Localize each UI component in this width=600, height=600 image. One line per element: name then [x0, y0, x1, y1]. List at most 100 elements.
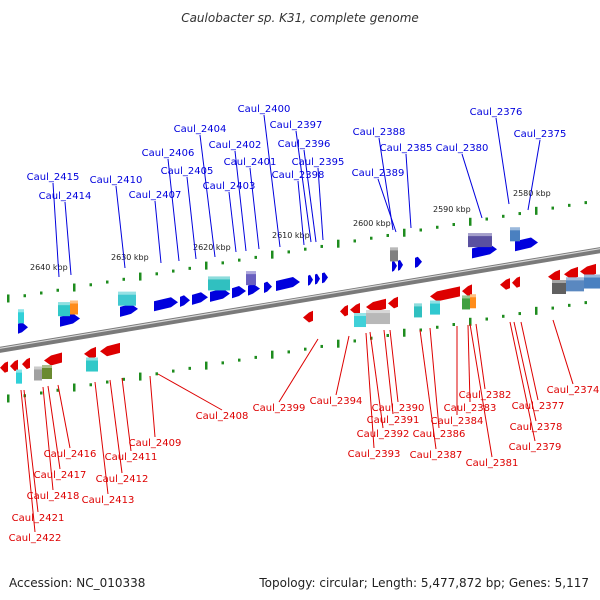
forward-gene-label: Caul_2397: [270, 120, 323, 131]
forward-connector: [527, 139, 541, 211]
feature-box-shine: [510, 227, 520, 231]
feature-box-shine: [468, 233, 492, 237]
forward-gene-label: Caul_2385: [380, 143, 433, 154]
reverse-gene-label: Caul_2418: [27, 491, 80, 502]
forward-gene-label: Caul_2389: [352, 168, 405, 179]
forward-gene-arrow: [308, 274, 313, 286]
ruler-top-minor-tick: [122, 277, 125, 281]
feature-box: [18, 309, 24, 324]
reverse-gene-label: Caul_2383: [444, 403, 497, 414]
forward-connector: [495, 117, 510, 205]
feature-box: [34, 366, 42, 381]
reverse-connector: [513, 321, 537, 422]
reverse-gene-label: Caul_2413: [82, 495, 135, 506]
feature-box: [584, 274, 600, 289]
forward-gene-label: Caul_2410: [90, 175, 143, 186]
feature-box-shine: [354, 313, 366, 317]
reverse-gene-label: Caul_2422: [9, 533, 62, 544]
forward-gene-arrow: [120, 303, 138, 317]
feature-box-shine: [366, 310, 390, 314]
ruler-bottom-minor-tick: [40, 391, 43, 395]
reverse-gene-label: Caul_2392: [357, 429, 410, 440]
reverse-gene-label: Caul_2394: [310, 396, 363, 407]
ruler-top-minor-tick: [106, 280, 109, 284]
ruler-top-minor-tick: [518, 212, 521, 216]
reverse-gene-label: Caul_2411: [105, 452, 158, 463]
forward-gene-label: Caul_2406: [142, 148, 195, 159]
ruler-bottom-minor-tick: [518, 312, 521, 316]
forward-connector: [186, 176, 197, 260]
ruler-top-major-tick: [73, 283, 76, 292]
forward-connector: [115, 185, 126, 269]
ruler-top-minor-tick: [320, 244, 323, 248]
ruler-top-minor-tick: [485, 217, 488, 221]
reverse-gene-arrow: [430, 286, 460, 302]
reverse-gene-arrow: [303, 310, 313, 323]
feature-box: [58, 302, 70, 317]
forward-connector: [461, 153, 483, 219]
reverse-connector: [109, 379, 123, 474]
genome-backbone: [0, 247, 600, 353]
backbone-highlight: [0, 248, 600, 349]
ruler-top-major-tick: [535, 206, 538, 215]
ruler-top-minor-tick: [238, 258, 241, 262]
forward-gene-label: Caul_2404: [174, 124, 227, 135]
forward-gene-arrow: [18, 322, 28, 334]
ruler-top-major-tick: [337, 239, 340, 248]
forward-connector: [167, 158, 180, 262]
ruler-bottom-track: [7, 301, 587, 403]
ruler-bottom-minor-tick: [172, 369, 175, 373]
topology-text: Topology: circular; Length: 5,477,872 bp…: [259, 576, 589, 590]
reverse-gene-arrow: [548, 269, 560, 282]
ruler-bottom-minor-tick: [419, 328, 422, 332]
ruler-top-major-tick: [271, 250, 274, 259]
ruler-bottom-minor-tick: [254, 355, 257, 359]
reverse-connector: [383, 329, 394, 415]
reverse-gene-label: Caul_2412: [96, 474, 149, 485]
ruler-top-major-tick: [403, 228, 406, 237]
ruler-top-major-tick: [7, 294, 10, 303]
ruler-bottom-minor-tick: [304, 347, 307, 351]
reverse-connector: [42, 386, 54, 491]
reverse-connector: [47, 385, 61, 470]
ruler-bottom-minor-tick: [320, 344, 323, 348]
reverse-gene-label: Caul_2381: [466, 458, 519, 469]
reverse-connector: [520, 321, 539, 401]
feature-box: [354, 313, 366, 328]
forward-gene-label: Caul_2375: [514, 129, 567, 140]
feature-box: [470, 294, 476, 309]
reverse-gene-label: Caul_2378: [510, 422, 563, 433]
reverse-connector: [475, 323, 486, 390]
forward-gene-label: Caul_2395: [292, 157, 345, 168]
forward-gene-arrow: [415, 256, 422, 268]
ruler-top-minor-tick: [56, 288, 59, 292]
reverse-gene-label: Caul_2374: [547, 385, 600, 396]
ruler-top-minor-tick: [221, 261, 224, 265]
ruler-top-minor-tick: [172, 269, 175, 273]
reverse-connector: [57, 384, 71, 449]
ruler-bottom-minor-tick: [155, 372, 158, 376]
reverse-gene-label: Caul_2408: [196, 411, 249, 422]
feature-box-shine: [390, 247, 398, 251]
reverse-gene-label: Caul_2382: [459, 390, 512, 401]
ruler-top-minor-tick: [304, 247, 307, 251]
ruler-bottom-minor-tick: [89, 383, 92, 387]
feature-box-shine: [246, 271, 256, 275]
feature-box-shine: [208, 276, 230, 280]
feature-box: [566, 277, 584, 292]
ruler-top-minor-tick: [23, 294, 26, 298]
reverse-connector: [157, 373, 223, 411]
forward-connector: [64, 201, 72, 276]
ruler-label: 2630 kbp: [111, 253, 149, 262]
reverse-gene-arrow: [366, 298, 386, 312]
ruler-bottom-minor-tick: [188, 366, 191, 370]
reverse-gene-arrow: [462, 284, 472, 297]
feature-box-shine: [42, 364, 52, 368]
forward-connector: [228, 191, 237, 253]
ruler-top-minor-tick: [386, 233, 389, 237]
ruler-top-minor-tick: [568, 203, 571, 207]
ruler-top-minor-tick: [188, 266, 191, 270]
forward-connector: [405, 153, 412, 229]
forward-connector: [317, 167, 324, 241]
forward-gene-label: Caul_2415: [27, 172, 80, 183]
